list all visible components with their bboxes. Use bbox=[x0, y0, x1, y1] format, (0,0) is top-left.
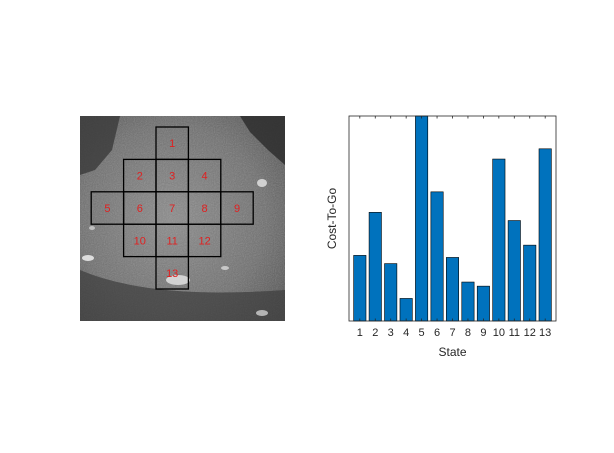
state-cell-13 bbox=[155, 255, 190, 290]
x-tick-label: 2 bbox=[372, 327, 378, 339]
x-tick-label: 10 bbox=[493, 327, 505, 339]
state-cell-label-1: 1 bbox=[169, 138, 175, 150]
bar-state-7 bbox=[446, 257, 459, 322]
y-axis-label: Cost-To-Go bbox=[325, 188, 339, 250]
bar-state-6 bbox=[430, 191, 444, 322]
x-tick-label: 5 bbox=[419, 327, 425, 339]
state-cell-label-10: 10 bbox=[134, 235, 146, 247]
state-cell-12 bbox=[187, 223, 222, 258]
tick-group: 1 2 3 4 5 6 7 8 9 10 11 12 13 bbox=[357, 116, 551, 339]
bar-state-11 bbox=[507, 220, 521, 322]
bar-state-9 bbox=[476, 285, 490, 322]
state-cell-label-2: 2 bbox=[137, 171, 143, 183]
state-cell-label-9: 9 bbox=[234, 203, 240, 215]
x-tick-label: 6 bbox=[434, 327, 440, 339]
x-tick-label: 13 bbox=[539, 327, 551, 339]
bars-group bbox=[353, 115, 552, 322]
state-cell-label-6: 6 bbox=[137, 203, 143, 215]
state-cell-label-4: 4 bbox=[202, 171, 208, 183]
x-tick-label: 7 bbox=[449, 327, 455, 339]
bar-state-12 bbox=[523, 244, 537, 322]
photo-background bbox=[80, 116, 285, 321]
x-tick-label: 12 bbox=[524, 327, 536, 339]
x-tick-label: 1 bbox=[357, 327, 363, 339]
bar-state-2 bbox=[368, 212, 382, 322]
state-cell-label-3: 3 bbox=[169, 171, 175, 183]
state-cell-9 bbox=[220, 191, 254, 225]
x-tick-label: 3 bbox=[388, 327, 394, 339]
bar-state-1 bbox=[353, 255, 367, 322]
state-cell-label-13: 13 bbox=[166, 268, 178, 280]
state-cell-label-12: 12 bbox=[198, 235, 210, 247]
bar-state-3 bbox=[384, 263, 398, 322]
x-tick-label: 11 bbox=[509, 327, 520, 339]
x-tick-label: 9 bbox=[480, 327, 486, 339]
x-axis-label: State bbox=[438, 345, 466, 359]
x-tick-label: 8 bbox=[465, 327, 471, 339]
bar-state-4 bbox=[399, 298, 413, 322]
state-cell-label-7: 7 bbox=[169, 203, 175, 215]
bar-state-5 bbox=[415, 115, 429, 322]
state-cell-label-11: 11 bbox=[166, 235, 177, 247]
bar-state-10 bbox=[492, 158, 506, 322]
bar-state-13 bbox=[538, 148, 552, 322]
bar-state-8 bbox=[461, 281, 475, 322]
state-cell-label-5: 5 bbox=[104, 203, 110, 215]
x-tick-label: 4 bbox=[403, 327, 409, 339]
state-cell-label-8: 8 bbox=[202, 203, 208, 215]
